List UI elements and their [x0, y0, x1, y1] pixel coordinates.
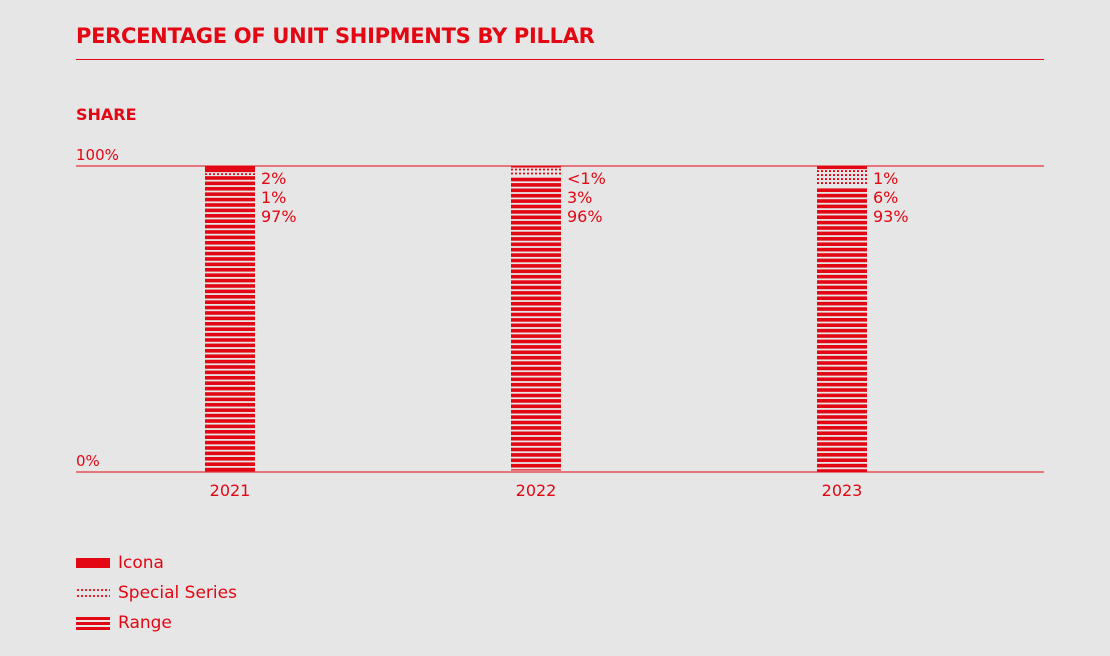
bar-segment-icona-2021 [205, 166, 255, 173]
data-label-range-2022: 96% [567, 207, 603, 226]
legend-swatch-solid [76, 558, 110, 568]
legend: Icona Special Series Range [76, 548, 237, 638]
legend-label-range: Range [118, 613, 172, 633]
data-label-icona-2021: 2% [261, 169, 286, 188]
x-tick-label-2021: 2021 [210, 481, 251, 500]
data-label-special-series-2022: 3% [567, 188, 592, 207]
data-label-icona-2022: <1% [567, 169, 606, 188]
bar-segment-special-series-2022 [511, 168, 561, 175]
legend-item-icona: Icona [76, 548, 237, 578]
x-tick-label-2023: 2023 [822, 481, 863, 500]
y-tick-label-100: 100% [76, 146, 119, 164]
legend-label-icona: Icona [118, 553, 164, 573]
data-label-range-2023: 93% [873, 207, 909, 226]
bar-segment-range-2021 [205, 176, 255, 472]
bar-segment-special-series-2023 [817, 170, 867, 184]
y-tick-label-0: 0% [76, 452, 100, 470]
legend-swatch-striped [76, 617, 110, 630]
x-tick-label-2022: 2022 [516, 481, 557, 500]
bar-segment-range-2022 [511, 177, 561, 471]
y-axis-label: SHARE [76, 105, 137, 124]
data-label-special-series-2023: 6% [873, 188, 898, 207]
legend-item-range: Range [76, 608, 237, 638]
bar-segment-range-2023 [817, 188, 867, 472]
data-label-special-series-2021: 1% [261, 188, 286, 207]
title-divider [76, 59, 1044, 60]
chart-title: PERCENTAGE OF UNIT SHIPMENTS BY PILLAR [76, 24, 595, 48]
legend-label-special-series: Special Series [118, 583, 237, 603]
legend-item-special-series: Special Series [76, 578, 237, 608]
legend-swatch-dotted [77, 589, 110, 597]
data-label-range-2021: 97% [261, 207, 297, 226]
bar-segment-icona-2023 [817, 166, 867, 170]
bar-segment-icona-2022 [511, 166, 561, 168]
data-label-icona-2023: 1% [873, 169, 898, 188]
